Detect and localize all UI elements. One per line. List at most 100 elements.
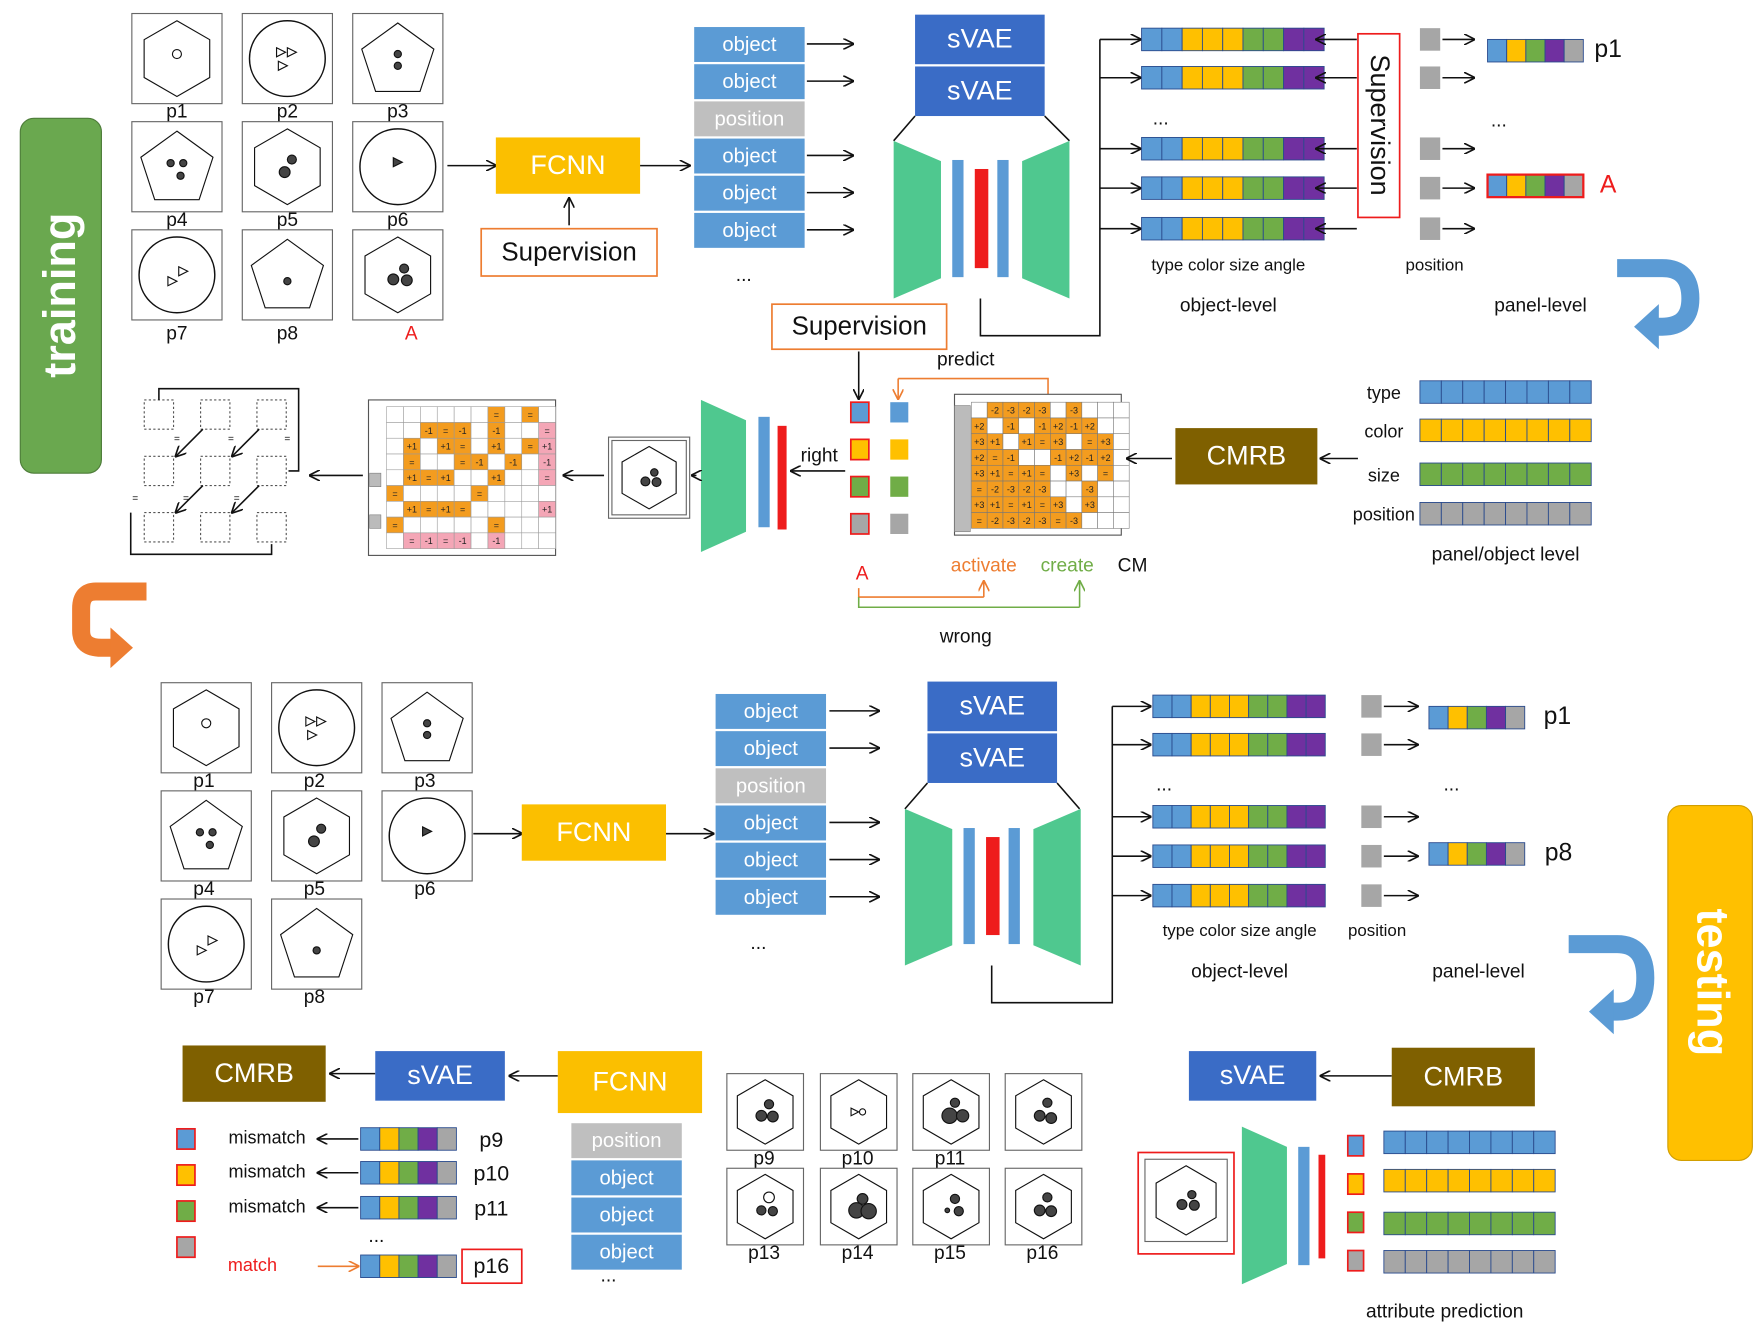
- matrix-cell: [1081, 464, 1098, 482]
- label: p2: [277, 102, 298, 123]
- panel-shape: [278, 689, 356, 767]
- panel-dot: [312, 946, 321, 955]
- vector-cell: [1141, 27, 1163, 52]
- panel-frame: [352, 121, 444, 213]
- vector-cell: [1483, 502, 1507, 526]
- vector-cell: [1426, 1250, 1449, 1274]
- vector-cell: [360, 1127, 381, 1151]
- label: object: [722, 34, 776, 56]
- label: object: [722, 183, 776, 205]
- vector-cell: [1569, 380, 1592, 404]
- position-square: [1419, 66, 1441, 89]
- matrix-value: -3: [1007, 516, 1015, 526]
- matrix-value: =: [977, 484, 982, 494]
- label: Supervision: [1365, 54, 1395, 195]
- vector-cell: [1469, 1250, 1492, 1274]
- vector-cell: [1222, 136, 1244, 161]
- panel-frame: [726, 1167, 805, 1246]
- label: p5: [304, 879, 325, 900]
- matrix-cell: [1050, 464, 1067, 482]
- label: p1: [166, 102, 187, 123]
- matrix-cell: [521, 501, 539, 518]
- panel-frame: [241, 121, 334, 213]
- panel-shape: [143, 20, 211, 98]
- panel-shape: [1155, 1165, 1217, 1236]
- vector-cell: [1171, 883, 1192, 908]
- vector-cell: [1533, 1168, 1556, 1193]
- matrix-value: -1: [459, 536, 467, 546]
- matrix-value: -2: [991, 406, 999, 416]
- matrix-value: -3: [1086, 484, 1094, 494]
- label: mismatch: [229, 1196, 306, 1216]
- label: p11: [935, 1148, 966, 1169]
- vector-cell: [1526, 380, 1549, 404]
- vector-cell: [1447, 842, 1468, 866]
- label: p13: [748, 1243, 780, 1264]
- matrix-value: =: [409, 536, 414, 546]
- label: ...: [750, 933, 766, 954]
- matrix-cell: [487, 485, 506, 502]
- matrix-value: -3: [1070, 516, 1078, 526]
- panel-dot: [755, 1109, 768, 1122]
- matrix-cell: [1097, 401, 1114, 419]
- vector-cell: [1487, 38, 1508, 63]
- vector-cell: [1547, 462, 1571, 487]
- position-square: [1419, 28, 1441, 51]
- vector-cell: [1201, 27, 1224, 52]
- label: p2: [304, 771, 325, 792]
- slot: [694, 212, 805, 248]
- matrix-cell: [1113, 417, 1130, 435]
- vector-cell: [1305, 883, 1326, 908]
- vector-cell: [1483, 380, 1507, 404]
- label: ...: [736, 265, 752, 286]
- vector-cell: [1141, 136, 1163, 161]
- panel-triangle: [277, 60, 289, 72]
- panel-dot: [422, 719, 432, 728]
- vector-cell: [1229, 805, 1250, 829]
- matrix-cell: [521, 516, 539, 534]
- vector-cell: [1242, 176, 1264, 200]
- label: p1: [193, 771, 214, 792]
- vector-cell: [1505, 842, 1526, 866]
- decoder: [1022, 140, 1070, 299]
- attribute-square: [890, 476, 909, 497]
- label: p7: [193, 987, 214, 1008]
- label: CMRB: [214, 1058, 294, 1088]
- vector-cell: [1222, 27, 1244, 52]
- vector-cell: [1526, 462, 1549, 487]
- panel-dot: [756, 1205, 767, 1216]
- attribute-square: [176, 1127, 196, 1150]
- vector-cell: [1426, 1130, 1449, 1155]
- slot: [715, 805, 827, 841]
- label: p5: [277, 210, 298, 231]
- vector-cell: [417, 1254, 438, 1278]
- label: p6: [387, 210, 408, 231]
- svae: [927, 681, 1058, 732]
- matrix-value: -3: [1007, 406, 1015, 416]
- panel-frame: [352, 12, 444, 105]
- vector-cell: [1201, 136, 1224, 161]
- panel-dot: [387, 273, 400, 286]
- panel-shape: [736, 1173, 794, 1240]
- vector-cell: [1283, 216, 1305, 241]
- attribute-square: [1346, 1211, 1365, 1234]
- vector-cell: [1248, 732, 1269, 757]
- vector-cell: [1283, 27, 1305, 52]
- panel-dot: [1187, 1189, 1197, 1200]
- vector-cell: [1181, 216, 1203, 241]
- vector-cell: [1419, 380, 1442, 404]
- slot: [715, 693, 827, 729]
- vector-cell: [1248, 883, 1269, 908]
- label: create: [1041, 556, 1094, 577]
- vector-cell: [1190, 694, 1211, 719]
- vector-cell: [1286, 805, 1307, 829]
- arrow: [176, 428, 204, 456]
- label: p6: [414, 879, 435, 900]
- attribute-square: [849, 475, 870, 498]
- vector-cell: [1267, 805, 1288, 829]
- label: color: [1364, 421, 1403, 441]
- panel-shape: [1015, 1079, 1072, 1145]
- matrix-value: +3: [974, 437, 984, 447]
- vector-cell: [1505, 705, 1526, 730]
- label: FCNN: [530, 150, 605, 180]
